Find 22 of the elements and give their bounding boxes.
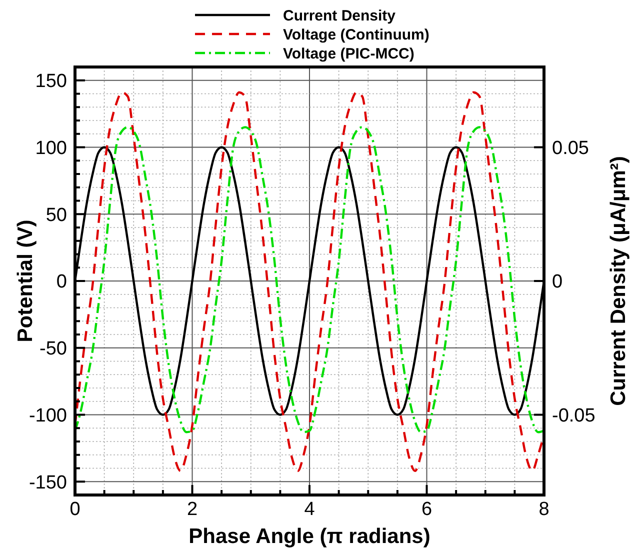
y-tick-label: 100 xyxy=(35,138,67,159)
y2-tick-label: 0.05 xyxy=(552,138,589,159)
y-tick-label: 0 xyxy=(56,272,67,293)
y2-axis-title: Current Density (μA/μm²) xyxy=(607,156,630,406)
y-tick-label: -50 xyxy=(40,338,67,360)
line-series xyxy=(75,91,544,472)
y-tick-label: 50 xyxy=(46,204,67,226)
x-tick-label: 2 xyxy=(186,499,198,520)
x-tick-label: 6 xyxy=(421,499,432,520)
x-tick-label: 4 xyxy=(304,499,316,520)
y2-tick-label: 0 xyxy=(552,272,563,293)
y-tick-label: -150 xyxy=(28,472,67,494)
x-tick-label: 8 xyxy=(538,499,550,520)
y-tick-label: 150 xyxy=(35,71,67,92)
y-axis-title: Potential (V) xyxy=(14,220,37,342)
x-tick-label: 0 xyxy=(70,499,80,520)
legend-label: Current Density xyxy=(283,7,396,24)
legend-label: Voltage (Continuum) xyxy=(283,26,430,44)
y2-tick-label: -0.05 xyxy=(552,405,596,426)
legend-label: Voltage (PIC-MCC) xyxy=(283,45,414,62)
x-axis-title: Phase Angle (π radians) xyxy=(188,525,430,548)
y-tick-label: -100 xyxy=(28,405,67,426)
